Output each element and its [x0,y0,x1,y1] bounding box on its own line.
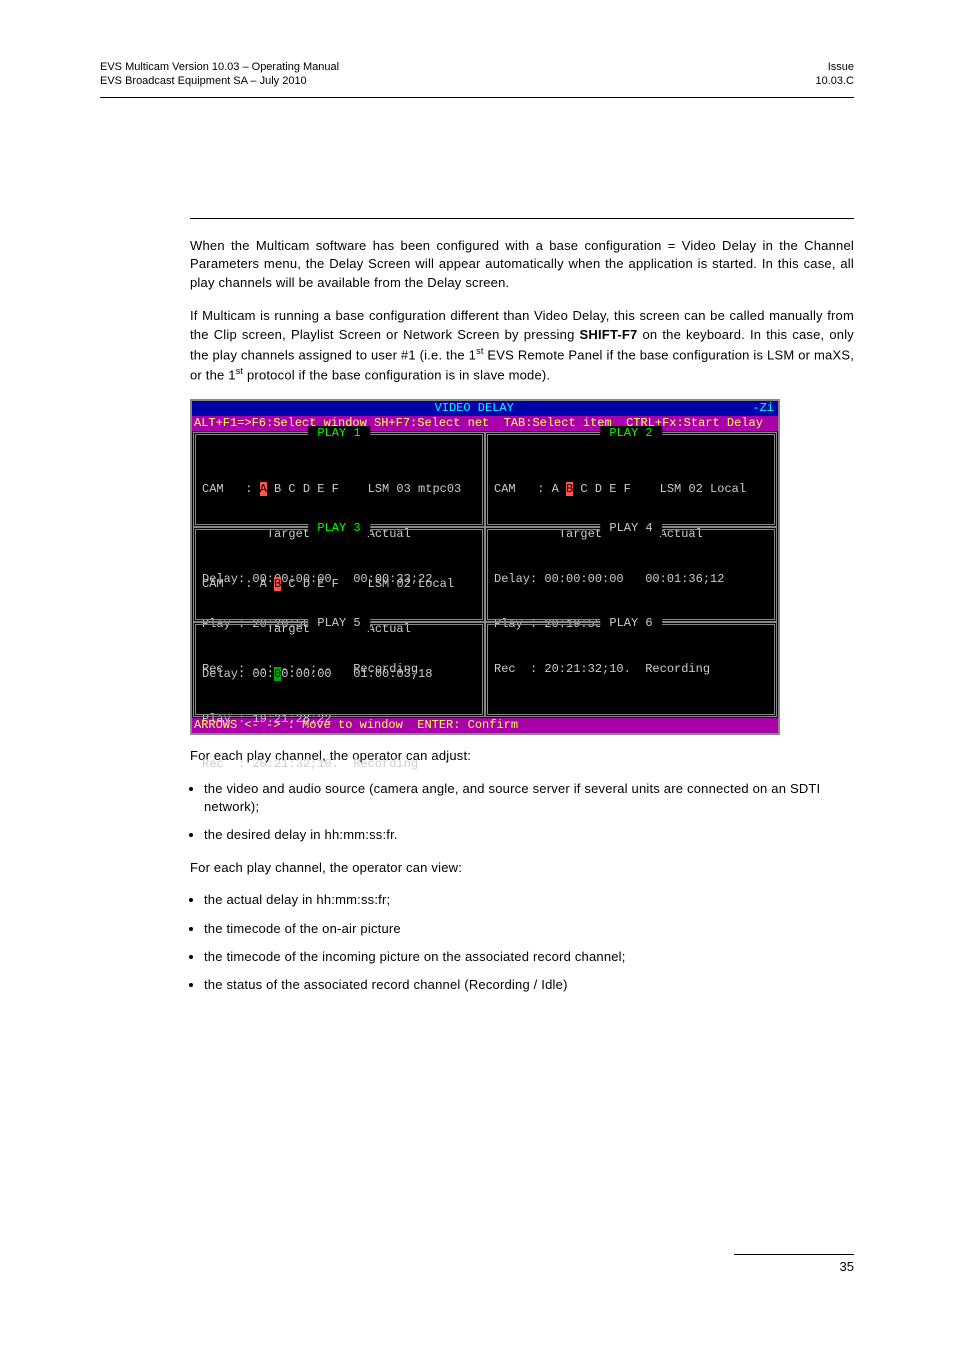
p2-cam-rest: C D E F LSM 02 Local [573,482,746,496]
section-rule [190,218,854,219]
panel-label-1: PLAY 1 [308,426,370,441]
doc-header: EVS Multicam Version 10.03 – Operating M… [100,60,854,91]
list-item: the status of the associated record chan… [204,976,854,994]
page-number: 35 [734,1254,854,1274]
panel-play-6: PLAY 6 [485,622,777,717]
p1-cam-hl: A [260,482,267,496]
p1-cam-rest: B C D E F LSM 03 mtpc03 [267,482,461,496]
bullet-list-2: the actual delay in hh:mm:ss:fr; the tim… [204,891,854,994]
list-item: the timecode of the on-air picture [204,920,854,938]
term-title-right: -Zi [752,401,774,416]
panel-play-2: PLAY 2 CAM : A B C D E F LSM 02 Local Ta… [485,432,777,527]
p3-cam: CAM : A B C D E F LSM 02 Local [202,577,476,592]
panel-label-6: PLAY 6 [600,616,662,631]
header-right-1: Issue [815,60,854,74]
doc-header-left: EVS Multicam Version 10.03 – Operating M… [100,60,339,89]
panel-label-3: PLAY 3 [308,521,370,536]
paragraph-2: If Multicam is running a base configurat… [190,307,854,385]
paragraph-4: For each play channel, the operator can … [190,859,854,878]
paragraph-1: When the Multicam software has been conf… [190,237,854,294]
p2-bold: SHIFT-F7 [580,327,638,342]
p2-cam-pre: CAM : A [494,482,566,496]
page-footer: 35 [100,1254,854,1274]
panel-play-1: PLAY 1 CAM : A B C D E F LSM 03 mtpc03 T… [193,432,485,527]
term-title: VIDEO DELAY [435,401,514,416]
p2-d: protocol if the base configuration is in… [243,367,550,382]
panel-play-5: PLAY 5 [193,622,485,717]
panel-label-2: PLAY 2 [600,426,662,441]
panel-play-4: PLAY 4 [485,527,777,622]
doc-header-right: Issue 10.03.C [815,60,854,89]
list-item: the timecode of the incoming picture on … [204,948,854,966]
header-rule [100,97,854,98]
header-left-1: EVS Multicam Version 10.03 – Operating M… [100,60,339,74]
p1-cam-pre: CAM : [202,482,260,496]
list-item: the desired delay in hh:mm:ss:fr. [204,826,854,844]
terminal-screenshot: VIDEO DELAY -Zi ALT+F1=>F6:Select window… [190,399,780,735]
p3-cam-rest: C D E F LSM 02 Local [281,577,454,591]
panel-label-4: PLAY 4 [600,521,662,536]
header-right-2: 10.03.C [815,74,854,88]
header-left-2: EVS Broadcast Equipment SA – July 2010 [100,74,339,88]
term-body: PLAY 1 CAM : A B C D E F LSM 03 mtpc03 T… [192,431,778,718]
panel-play-3: PLAY 3 CAM : A B C D E F LSM 02 Local Ta… [193,527,485,622]
term-title-row: VIDEO DELAY -Zi [192,401,778,416]
list-item: the actual delay in hh:mm:ss:fr; [204,891,854,909]
panel-label-5: PLAY 5 [308,616,370,631]
main-content: When the Multicam software has been conf… [190,218,854,995]
p3-cam-pre: CAM : A [202,577,274,591]
p2-sup1: st [476,346,483,356]
p3-l5: Rec : 20:21:32;10. Recording [202,757,476,772]
p2-cam: CAM : A B C D E F LSM 02 Local [494,482,768,497]
term-menu: ALT+F1=>F6:Select window SH+F7:Select ne… [192,416,778,431]
p1-cam: CAM : A B C D E F LSM 03 mtpc03 [202,482,476,497]
